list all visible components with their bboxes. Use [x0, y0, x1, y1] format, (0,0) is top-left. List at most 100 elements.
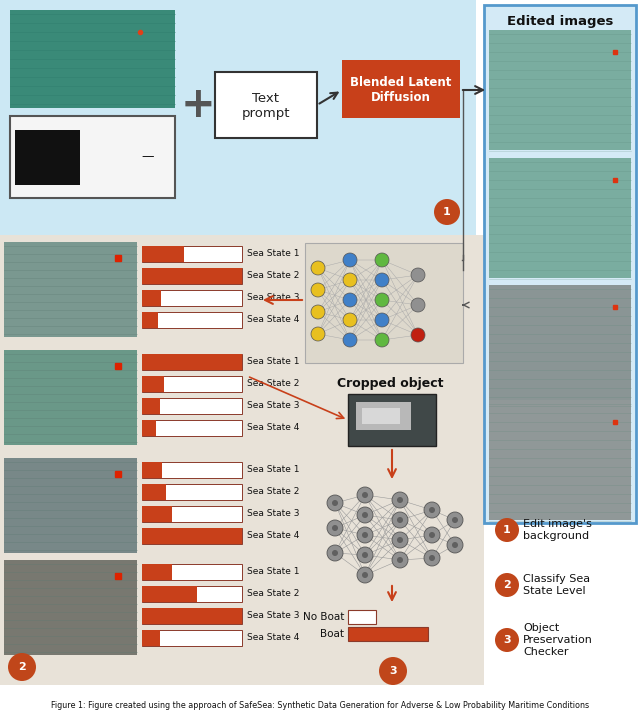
- Circle shape: [327, 495, 343, 511]
- FancyBboxPatch shape: [142, 564, 242, 580]
- Text: Sea State 4: Sea State 4: [247, 315, 300, 325]
- FancyBboxPatch shape: [305, 243, 463, 363]
- Circle shape: [379, 657, 407, 685]
- Text: Sea State 3: Sea State 3: [247, 293, 300, 302]
- FancyBboxPatch shape: [489, 285, 631, 405]
- Text: 2: 2: [18, 662, 26, 672]
- FancyBboxPatch shape: [142, 462, 242, 478]
- Circle shape: [311, 283, 325, 297]
- Circle shape: [424, 550, 440, 566]
- Circle shape: [343, 313, 357, 327]
- Text: Sea State 1: Sea State 1: [247, 358, 300, 367]
- Circle shape: [397, 537, 403, 543]
- Text: Text
prompt: Text prompt: [242, 92, 291, 120]
- Circle shape: [362, 512, 368, 518]
- Circle shape: [495, 518, 519, 542]
- Circle shape: [452, 517, 458, 523]
- Circle shape: [357, 527, 373, 543]
- FancyBboxPatch shape: [348, 394, 436, 446]
- Circle shape: [343, 253, 357, 267]
- Circle shape: [447, 537, 463, 553]
- Circle shape: [375, 273, 389, 287]
- Text: Sea State 2: Sea State 2: [247, 589, 300, 598]
- Circle shape: [397, 557, 403, 563]
- FancyBboxPatch shape: [142, 564, 172, 580]
- FancyBboxPatch shape: [0, 235, 484, 685]
- Circle shape: [327, 545, 343, 561]
- Circle shape: [411, 298, 425, 312]
- FancyBboxPatch shape: [142, 398, 242, 414]
- Text: Sea State 1: Sea State 1: [247, 568, 300, 576]
- Circle shape: [447, 512, 463, 528]
- Circle shape: [362, 492, 368, 498]
- FancyBboxPatch shape: [142, 608, 242, 624]
- Circle shape: [375, 313, 389, 327]
- Circle shape: [343, 333, 357, 347]
- Circle shape: [429, 555, 435, 561]
- Circle shape: [397, 497, 403, 503]
- Circle shape: [452, 542, 458, 548]
- FancyBboxPatch shape: [142, 312, 242, 328]
- FancyBboxPatch shape: [142, 290, 242, 306]
- Text: Sea State 1: Sea State 1: [247, 465, 300, 475]
- FancyBboxPatch shape: [142, 484, 166, 500]
- FancyBboxPatch shape: [142, 586, 242, 602]
- FancyBboxPatch shape: [348, 610, 376, 624]
- FancyBboxPatch shape: [142, 246, 184, 262]
- FancyBboxPatch shape: [4, 560, 137, 655]
- Circle shape: [362, 552, 368, 558]
- Circle shape: [397, 517, 403, 523]
- Circle shape: [357, 507, 373, 523]
- Text: Object
Preservation
Checker: Object Preservation Checker: [523, 623, 593, 656]
- FancyBboxPatch shape: [142, 420, 242, 436]
- FancyBboxPatch shape: [142, 528, 242, 544]
- Text: Edit image's
background: Edit image's background: [523, 519, 592, 541]
- FancyBboxPatch shape: [484, 5, 636, 523]
- FancyBboxPatch shape: [142, 376, 242, 392]
- Circle shape: [332, 500, 338, 506]
- Text: 2: 2: [503, 580, 511, 590]
- FancyBboxPatch shape: [142, 586, 197, 602]
- Circle shape: [343, 273, 357, 287]
- FancyBboxPatch shape: [142, 608, 242, 624]
- FancyBboxPatch shape: [142, 630, 160, 646]
- Circle shape: [311, 261, 325, 275]
- Circle shape: [357, 567, 373, 583]
- Circle shape: [495, 573, 519, 597]
- Text: Sea State 1: Sea State 1: [247, 250, 300, 259]
- FancyBboxPatch shape: [356, 402, 411, 430]
- Circle shape: [343, 293, 357, 307]
- Circle shape: [311, 305, 325, 319]
- FancyBboxPatch shape: [142, 268, 242, 284]
- Circle shape: [424, 527, 440, 543]
- Circle shape: [327, 520, 343, 536]
- Text: Figure 1: Figure created using the approach of SafeSea: Synthetic Data Generatio: Figure 1: Figure created using the appro…: [51, 701, 589, 711]
- FancyBboxPatch shape: [142, 398, 160, 414]
- FancyBboxPatch shape: [142, 246, 242, 262]
- Circle shape: [411, 328, 425, 342]
- FancyBboxPatch shape: [10, 116, 175, 198]
- Circle shape: [357, 487, 373, 503]
- Circle shape: [434, 199, 460, 225]
- Circle shape: [375, 333, 389, 347]
- Circle shape: [332, 550, 338, 556]
- Text: Sea State 2: Sea State 2: [247, 380, 300, 388]
- FancyBboxPatch shape: [15, 130, 80, 185]
- Circle shape: [429, 532, 435, 538]
- FancyBboxPatch shape: [362, 408, 400, 424]
- Text: Sea State 3: Sea State 3: [247, 402, 300, 410]
- Circle shape: [375, 253, 389, 267]
- Text: 1: 1: [503, 525, 511, 535]
- Circle shape: [375, 293, 389, 307]
- FancyBboxPatch shape: [342, 60, 460, 118]
- Text: Sea State 2: Sea State 2: [247, 272, 300, 280]
- Text: —: —: [141, 150, 154, 164]
- Circle shape: [362, 532, 368, 538]
- FancyBboxPatch shape: [489, 158, 631, 278]
- Circle shape: [311, 327, 325, 341]
- FancyBboxPatch shape: [142, 376, 164, 392]
- Text: No Boat: No Boat: [303, 612, 344, 622]
- Text: Sea State 4: Sea State 4: [247, 423, 300, 433]
- FancyBboxPatch shape: [142, 420, 156, 436]
- Circle shape: [332, 525, 338, 531]
